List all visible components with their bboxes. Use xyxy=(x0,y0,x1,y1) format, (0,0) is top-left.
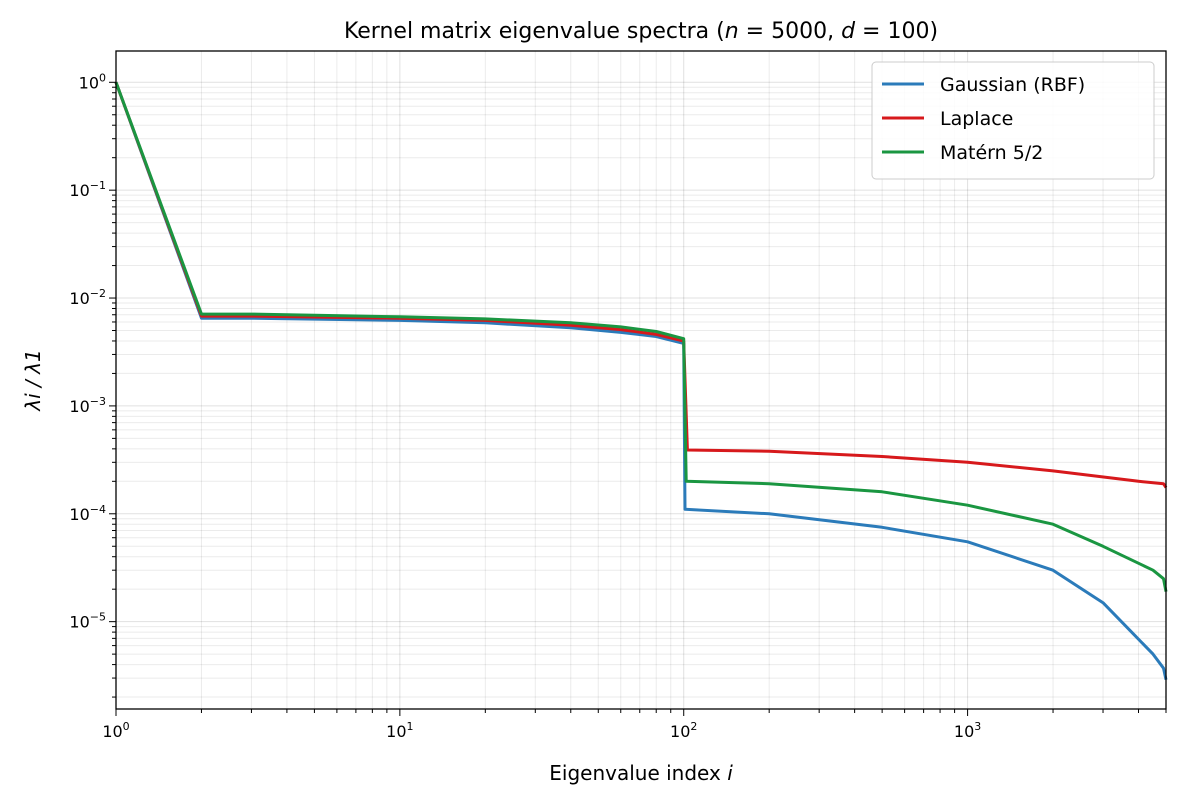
y-tick-label: 10−2 xyxy=(69,287,106,308)
x-tick-label: 100 xyxy=(102,720,129,741)
legend: Gaussian (RBF) Laplace Matérn 5/2 xyxy=(871,61,1155,180)
legend-label: Laplace xyxy=(940,108,1013,130)
y-axis-label: λi / λ1 xyxy=(21,349,45,411)
x-tick-label: 102 xyxy=(670,720,697,741)
chart-title: Kernel matrix eigenvalue spectra (n = 50… xyxy=(344,19,938,44)
plot-frame xyxy=(115,50,1167,710)
y-tick-label: 10−4 xyxy=(69,503,106,524)
y-tick-label: 10−5 xyxy=(69,611,106,632)
y-tick-label: 10−3 xyxy=(69,395,106,416)
x-axis-label: Eigenvalue index i xyxy=(549,761,733,785)
y-tick-label: 100 xyxy=(79,71,106,92)
y-tick-label: 10−1 xyxy=(69,179,106,200)
x-tick-label: 103 xyxy=(954,720,981,741)
legend-label: Matérn 5/2 xyxy=(940,142,1043,164)
legend-label: Gaussian (RBF) xyxy=(940,74,1085,96)
series-line-mat-rn-5-2 xyxy=(114,81,1168,592)
x-tick-label: 101 xyxy=(386,720,413,741)
